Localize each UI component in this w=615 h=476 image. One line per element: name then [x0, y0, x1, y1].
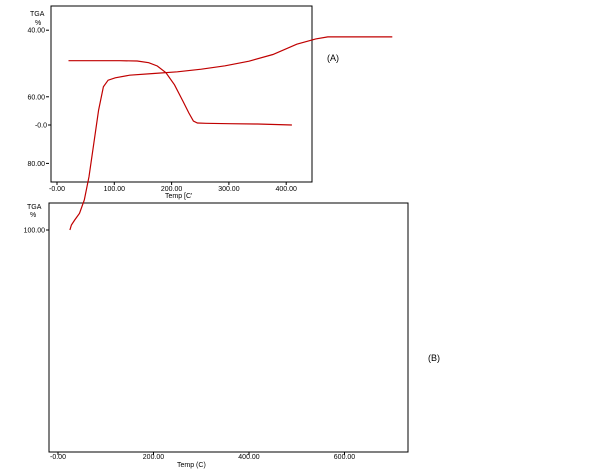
- chart-a-x-tick-label: 400.00: [275, 186, 297, 193]
- chart-b-x-tick-label: 400.00: [238, 454, 260, 461]
- chart-b-x-tick-label: 200.00: [143, 454, 165, 461]
- chart-a-x-tick-label: 200.00: [161, 186, 183, 193]
- chart-b-frame: [48, 202, 409, 453]
- chart-a-xlabel: Temp [C': [165, 193, 192, 200]
- chart-b-series-line: [69, 36, 393, 231]
- chart-b-y-tick-label: 100.00: [24, 228, 46, 235]
- chart-b-ylabel-line2: %: [30, 212, 36, 219]
- chart-b-xlabel: Temp (C): [177, 462, 206, 469]
- chart-b-y-tick-label: 60.00: [27, 94, 45, 101]
- chart-a-panel-label: (A): [327, 53, 339, 63]
- chart-a-y-ticks: -0.0: [35, 123, 51, 130]
- chart-b: TGA % -0.00 200.00 400.00 600.00 100.00 80.0…: [24, 28, 440, 469]
- chart-a-ylabel-line2: %: [35, 20, 41, 27]
- chart-a-x-tick-label: 100.00: [104, 186, 126, 193]
- chart-a-x-tick-label: 300.00: [218, 186, 240, 193]
- chart-a-y-tick-label: -0.0: [35, 123, 47, 130]
- chart-b-y-tick-label: 40.00: [27, 28, 45, 35]
- chart-b-panel-label: (B): [428, 353, 440, 363]
- chart-a-series-line: [68, 60, 292, 126]
- chart-b-x-tick-label: -0.00: [50, 454, 66, 461]
- chart-b-ylabel-line1: TGA: [27, 204, 42, 211]
- chart-a-x-ticks: -0.00 100.00 200.00 300.00 400.00: [49, 182, 297, 193]
- chart-b-y-tick-label: 80.00: [27, 161, 45, 168]
- chart-b-x-ticks: -0.00 200.00 400.00 600.00: [50, 452, 355, 461]
- chart-a-frame: [50, 5, 313, 183]
- chart-a: TGA % -0.00 100.00 200.00 300.00 400.00 -0.0…: [30, 5, 339, 200]
- chart-b-y-ticks: 100.00 80.00 60.00 40.00: [24, 28, 49, 235]
- chart-a-ylabel-line1: TGA: [30, 11, 45, 18]
- chart-a-x-tick-label: -0.00: [49, 186, 65, 193]
- chart-b-x-tick-label: 600.00: [334, 454, 356, 461]
